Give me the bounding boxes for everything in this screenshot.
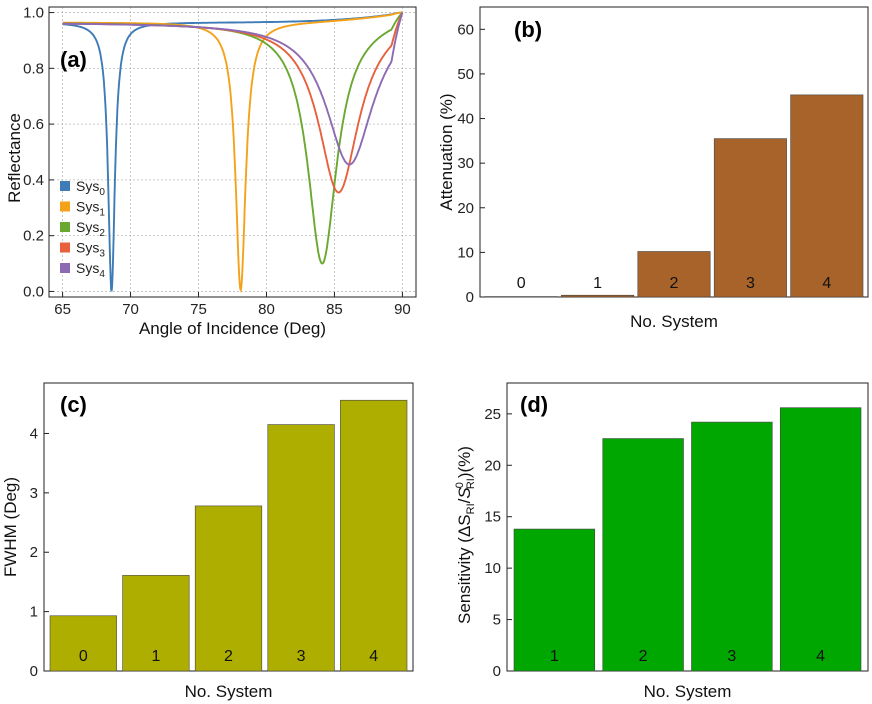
bar-system-0 (484, 296, 558, 298)
legend-swatch-sys2 (60, 222, 70, 232)
panel-a-reflectance-chart: 65 70 75 80 85 90 0.0 0.2 0.4 0.6 0.8 1.0 Angle of I… (5, 5, 417, 338)
y-tick-label: 50 (457, 66, 474, 83)
x-axis-title: Angle of Incidence (Deg) (139, 319, 326, 338)
y-tick-label: 0 (30, 663, 38, 680)
bar-system-2 (194, 505, 263, 672)
series-line-sys4 (62, 12, 404, 166)
panel-label: (a) (60, 47, 87, 72)
bar-category-label: 3 (746, 275, 755, 292)
plot-frame (48, 6, 417, 298)
x-axis-title: No. System (630, 312, 718, 331)
y-tick-label: 0.6 (23, 116, 44, 133)
panel-c-fwhm-chart: 0 1 2 3 4 0 1 2 3 4 No. System (c) FWHM (Deg) (1, 382, 414, 701)
panel-label: (c) (60, 392, 87, 417)
x-tick-label: 90 (394, 301, 411, 318)
y-tick-label: 0 (466, 289, 474, 306)
bar-system-0 (49, 615, 117, 672)
bar-system-1 (513, 528, 596, 672)
y-tick-label: 20 (457, 200, 474, 217)
x-tick-label: 80 (258, 301, 275, 318)
legend-entry-sys0: Sys0 (76, 178, 105, 198)
y-axis-title: Reflectance (5, 113, 24, 203)
bar-system-4 (779, 407, 862, 672)
y-tick-label: 0.4 (23, 172, 44, 189)
legend-entry-sys1: Sys1 (76, 199, 105, 219)
bar-system-1 (122, 575, 190, 672)
series-line-sys3 (62, 12, 404, 194)
y-axis-title: Attenuation (%) (437, 93, 456, 210)
legend-swatch-sys4 (60, 263, 70, 273)
series-line-sys1 (62, 11, 403, 294)
bar-system-2 (602, 438, 684, 672)
x-axis-title: No. System (185, 682, 273, 701)
legend-swatch-sys3 (60, 242, 70, 253)
bar-category-label: 2 (639, 648, 648, 665)
bar-category-label: 0 (517, 275, 526, 292)
x-axis-title: No. System (644, 682, 732, 701)
x-tick-label: 75 (190, 301, 207, 318)
legend-swatch-sys0 (60, 181, 70, 191)
y-tick-label: 3 (30, 485, 38, 502)
y-tick-label: 0 (493, 663, 501, 680)
bar-category-label: 3 (727, 648, 736, 665)
legend-entry-sys4: Sys4 (76, 260, 105, 280)
y-tick-label: 25 (484, 406, 501, 423)
bar-category-label: 4 (816, 648, 825, 665)
bar-category-label: 4 (822, 275, 831, 292)
bar-system-2 (637, 251, 711, 298)
bar-category-label: 2 (670, 275, 679, 292)
y-axis-title: Sensitivity (ΔSRI/S0RI)(%) (454, 446, 477, 624)
legend-entry-sys2: Sys2 (76, 219, 105, 239)
y-tick-label: 5 (493, 612, 501, 629)
bar-system-3 (267, 424, 335, 672)
bar-category-label: 4 (369, 648, 378, 665)
y-tick-label: 4 (30, 425, 38, 442)
y-tick-label: 2 (30, 544, 38, 561)
bar-category-label: 1 (593, 275, 602, 292)
y-tick-label: 60 (457, 21, 474, 38)
bar-category-label: 0 (79, 648, 88, 665)
x-tick-label: 65 (54, 301, 71, 318)
y-tick-label: 1 (30, 604, 38, 621)
y-tick-label: 1.0 (23, 5, 44, 22)
y-tick-label: 40 (457, 111, 474, 128)
x-tick-label: 70 (122, 301, 139, 318)
bar-category-label: 3 (297, 648, 306, 665)
y-tick-label: 0.8 (23, 60, 44, 77)
y-tick-label: 10 (484, 560, 501, 577)
y-tick-label: 30 (457, 155, 474, 172)
y-tick-label: 10 (457, 244, 474, 261)
panel-label: (b) (514, 17, 542, 42)
bar-system-1 (561, 294, 635, 298)
panel-d-sensitivity-chart: 1 2 3 4 0 5 10 15 20 25 No. System (d) Sensitivity (… (454, 382, 869, 701)
y-tick-label: 0.0 (23, 283, 44, 300)
y-tick-label: 20 (484, 457, 501, 474)
legend-entry-sys3: Sys3 (76, 240, 105, 260)
bar-system-3 (691, 421, 773, 672)
bar-category-label: 2 (224, 648, 233, 665)
plot-frame (506, 382, 869, 672)
bar-system-4 (340, 399, 408, 672)
legend-swatch-sys1 (60, 201, 70, 212)
y-tick-label: 0.2 (23, 228, 44, 245)
bar-category-label: 1 (550, 648, 559, 665)
y-axis-title: FWHM (Deg) (1, 477, 20, 577)
bar-category-label: 1 (151, 648, 160, 665)
y-tick-label: 15 (484, 509, 501, 526)
bar-system-3 (713, 138, 787, 298)
x-tick-label: 85 (326, 301, 343, 318)
panel-label: (d) (520, 392, 548, 417)
bar-system-4 (790, 94, 864, 298)
